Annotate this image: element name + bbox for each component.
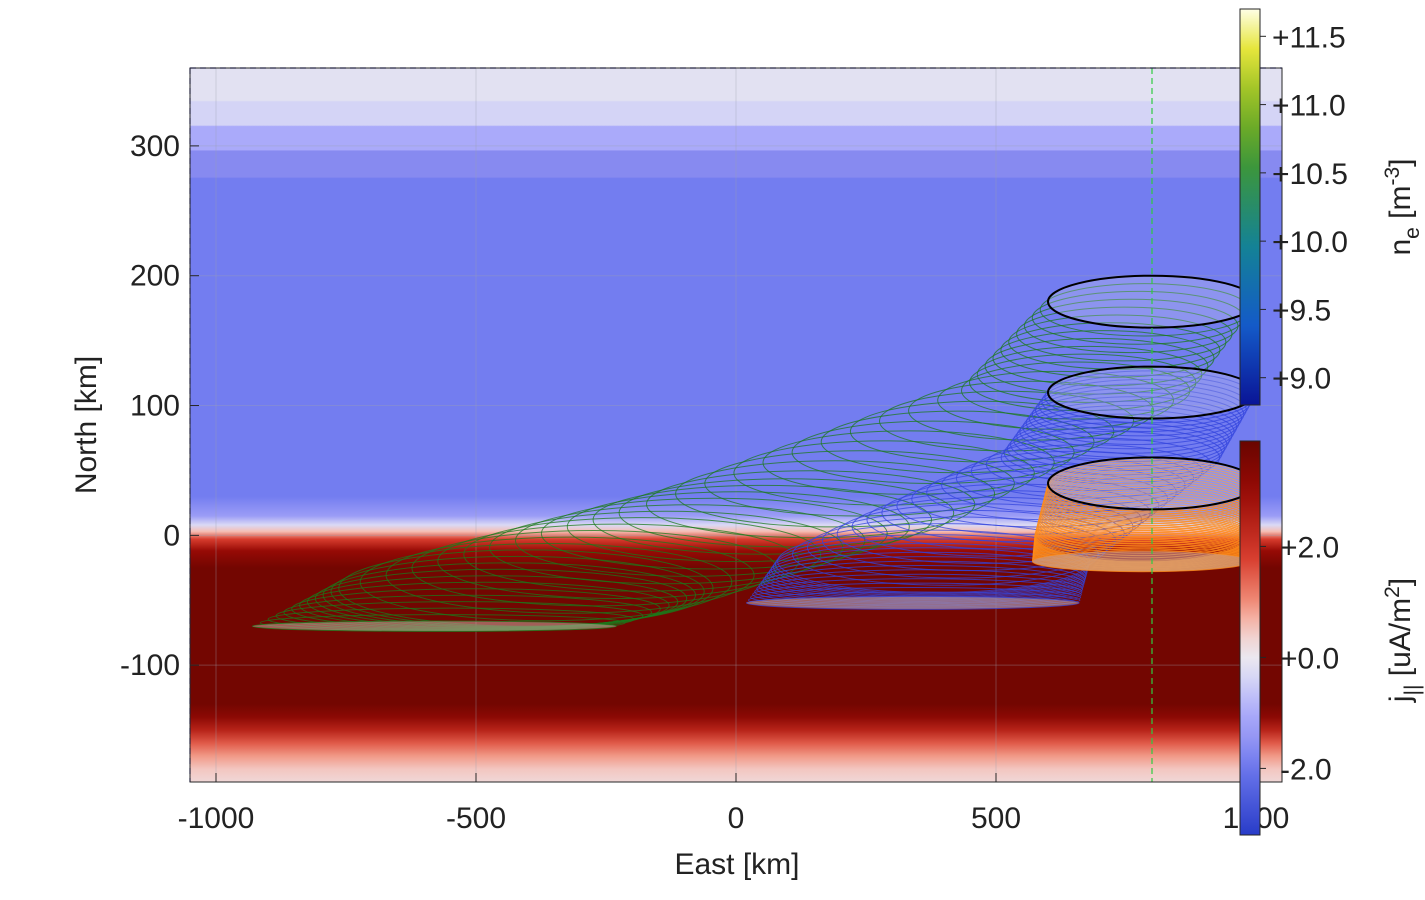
- density-colorbar-ticks: +11.5 +11.0 +10.5 +10.0 +9.5 +9.0: [1260, 21, 1348, 396]
- current-colorbar-ticks: +2.0 +0.0 -2.0: [1260, 531, 1339, 786]
- y-axis-ticks: 300 200 100 0 -100: [120, 130, 199, 682]
- x-tick-label: -1000: [178, 802, 255, 835]
- x-axis-label: East [km]: [674, 848, 799, 881]
- density-colorbar-tick-label: +10.5: [1272, 158, 1348, 191]
- x-axis-ticks: -1000-50005001000: [178, 773, 1289, 835]
- flux-tube-ring: [359, 543, 733, 622]
- flux-tube-ring: [1008, 314, 1227, 370]
- y-tick-label: 200: [130, 260, 180, 293]
- current-colorbar-tick-label: -2.0: [1280, 753, 1332, 786]
- density-colorbar-tick-label: +10.0: [1272, 226, 1348, 259]
- density-colorbar-tick-label: +9.0: [1272, 363, 1331, 396]
- density-colorbar-tick-label: +11.5: [1272, 21, 1346, 54]
- flux-tube-ring: [836, 503, 1125, 564]
- current-colorbar-tick-label: +2.0: [1280, 531, 1339, 564]
- flux-tube-ring: [1016, 306, 1233, 362]
- current-colorbar-tick-label: +0.0: [1280, 642, 1339, 675]
- x-tick-label: 500: [971, 802, 1021, 835]
- y-tick-label: -100: [120, 649, 180, 682]
- x-tick-label: 0: [728, 802, 745, 835]
- flux-tube-ring: [879, 390, 1135, 452]
- flux-tube-ring: [251, 620, 617, 632]
- y-tick-label: 0: [163, 519, 180, 552]
- density-colorbar: +11.5 +11.0 +10.5 +10.0 +9.5 +9.0 ne [m-3]: [1239, 8, 1424, 406]
- flux-tube-ring: [745, 595, 1080, 610]
- density-colorbar-label: ne [m-3]: [1381, 158, 1424, 255]
- current-colorbar-bar: [1239, 440, 1261, 836]
- y-tick-label: 100: [130, 390, 180, 423]
- current-colorbar: +2.0 +0.0 -2.0 j|| [uA/m2]: [1239, 440, 1424, 836]
- flux-tube-ring: [1031, 550, 1252, 573]
- current-colorbar-label: j|| [uA/m2]: [1381, 578, 1424, 703]
- grid: [190, 68, 1282, 782]
- flux-tube-ring: [881, 483, 1151, 542]
- density-colorbar-tick-label: +11.0: [1272, 90, 1346, 123]
- flux-tube-ring: [1023, 298, 1239, 354]
- flux-tube-ring: [937, 370, 1174, 430]
- flux-tube-ring: [515, 504, 866, 577]
- y-axis-label: North [km]: [70, 356, 103, 494]
- flux-tube-ring: [960, 361, 1191, 420]
- flux-tube-ring: [540, 497, 888, 570]
- flux-tube-ring: [566, 491, 910, 563]
- y-tick-label: 300: [130, 130, 180, 163]
- density-colorbar-bar: [1239, 8, 1261, 406]
- x-tick-label: -500: [446, 802, 506, 835]
- plot-area: [189, 67, 1283, 783]
- density-colorbar-tick-label: +9.5: [1272, 294, 1331, 327]
- flux-tube-ring: [1000, 322, 1221, 378]
